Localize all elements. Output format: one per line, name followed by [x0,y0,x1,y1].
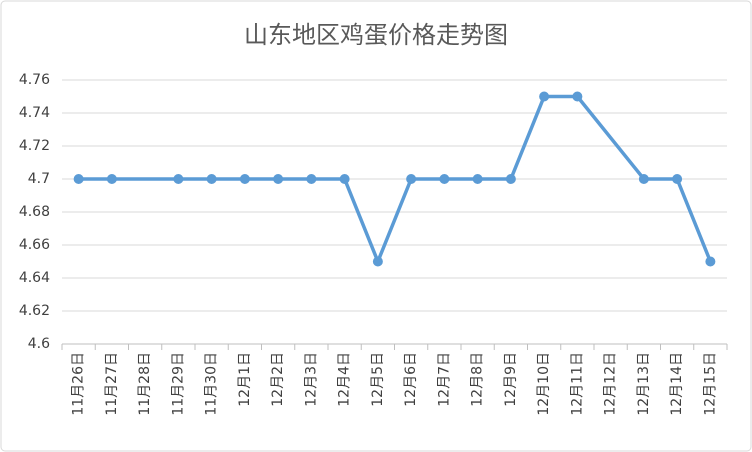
point [705,256,716,267]
x-tick-label: 12月2日 [270,352,286,407]
y-tick-label: 4.62 [19,303,50,319]
y-tick-label: 4.6 [28,336,50,352]
x-tick-label: 11月29日 [170,352,186,416]
x-tick-label: 12月10日 [536,352,552,416]
x-tick-label: 11月28日 [137,352,153,416]
x-tick-label: 12月14日 [669,352,685,416]
x-tick-label: 12月4日 [337,352,353,407]
point [672,174,683,184]
y-tick-label: 4.72 [19,138,50,154]
y-tick-label: 4.76 [19,72,50,88]
line-segment [575,94,646,181]
point [273,174,284,184]
x-tick-label: 11月30日 [204,352,220,416]
y-tick-label: 4.7 [28,171,50,187]
point [406,174,417,184]
point [339,174,350,184]
point [73,174,84,184]
x-tick-label: 12月5日 [370,352,386,407]
x-tick-label: 12月7日 [436,352,452,407]
point [505,174,516,184]
point [106,174,117,184]
point [638,174,649,184]
point [539,91,550,102]
x-tick-label: 12月15日 [702,352,718,416]
point [306,174,317,184]
x-tick-label: 12月3日 [303,352,319,407]
point [439,174,450,184]
x-tick-label: 11月26日 [71,352,87,416]
point [472,174,483,184]
x-tick-label: 12月13日 [636,352,652,416]
line-segment [509,94,546,181]
line-segment [376,177,413,264]
x-tick-label: 12月9日 [503,352,519,407]
y-tick-label: 4.66 [19,237,50,253]
y-tick-label: 4.64 [19,270,50,286]
line-segment [675,177,713,264]
x-tick-label: 12月1日 [237,352,253,407]
y-tick-label: 4.74 [19,105,50,121]
x-tick-label: 12月8日 [470,352,486,407]
point [206,174,217,184]
y-tick-label: 4.68 [19,204,50,220]
point [239,174,250,184]
chart-title: 山东地区鸡蛋价格走势图 [244,21,508,49]
point [372,256,383,267]
point [173,174,184,184]
x-tick-label: 12月6日 [403,352,419,407]
x-tick-label: 12月12日 [603,352,619,416]
line-segment [342,177,380,264]
x-tick-label: 12月11日 [569,352,585,416]
point [572,91,583,102]
x-tick-label: 11月27日 [104,352,120,416]
